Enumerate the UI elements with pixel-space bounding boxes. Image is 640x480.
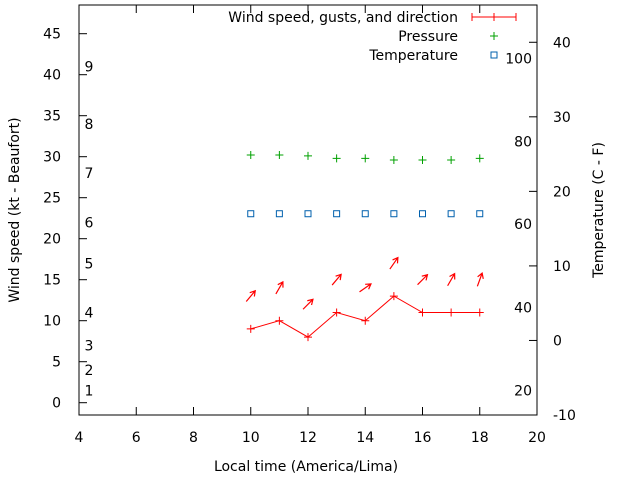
fahrenheit-label: 20	[514, 383, 532, 399]
legend-sample-temperature	[490, 51, 498, 59]
pressure-point	[447, 155, 456, 164]
beaufort-label: 8	[85, 117, 94, 133]
legend-sample-pressure	[490, 32, 498, 40]
temperature-point	[247, 210, 255, 218]
axis-ticks-group	[78, 5, 538, 416]
y-tick-label: 20	[43, 232, 61, 248]
y-tick-label: 30	[43, 150, 61, 166]
wind-speed-line	[250, 295, 480, 338]
y-axis-title: Wind speed (kt - Beaufort)	[7, 117, 23, 302]
wind-direction-arrow	[447, 272, 456, 287]
wind-speed-point	[389, 292, 398, 301]
plot-border	[78, 4, 538, 416]
chart-frame-group	[78, 4, 538, 416]
wind-speed-point	[332, 308, 341, 317]
wind-speed-point	[246, 324, 255, 333]
wind-speed-point	[447, 308, 456, 317]
temperature-point	[476, 210, 484, 218]
fahrenheit-label: 100	[505, 52, 532, 68]
wind-direction-arrow	[331, 273, 342, 286]
beaufort-label: 6	[85, 215, 94, 231]
temperature-point	[275, 210, 283, 218]
fahrenheit-label: 80	[514, 134, 532, 150]
pressure-point	[389, 155, 398, 164]
y-tick-label: 25	[43, 191, 61, 207]
y2-tick-label: 30	[553, 110, 571, 126]
y2-tick-label: 40	[553, 35, 571, 51]
x-tick-label: 16	[414, 430, 432, 446]
y-tick-label: 5	[52, 355, 61, 371]
beaufort-label: 3	[85, 338, 94, 354]
x-axis-title: Local time (America/Lima)	[214, 459, 398, 475]
legend-label-wind: Wind speed, gusts, and direction	[228, 10, 458, 26]
wind-speed-point	[361, 316, 370, 325]
x-tick-label: 12	[299, 430, 317, 446]
y-tick-label: 45	[43, 27, 61, 43]
pressure-point	[361, 154, 370, 163]
wind-speed-point	[304, 333, 312, 342]
x-tick-label: 20	[528, 430, 546, 446]
y-tick-label: 35	[43, 109, 61, 125]
fahrenheit-label: 40	[514, 301, 532, 317]
temperature-point	[419, 210, 426, 218]
y-tick-label: 40	[43, 68, 61, 84]
pressure-point	[275, 151, 284, 160]
series-group	[245, 151, 484, 342]
axis-labels-group: 4 6 8 10 12 14 16 18 20051015202530354045-100102…	[43, 27, 576, 446]
beaufort-label: 5	[85, 256, 94, 272]
y-tick-label: 0	[52, 396, 61, 412]
fahrenheit-label: 60	[514, 217, 532, 233]
legend: Wind speed, gusts, and direction Pressur…	[228, 10, 517, 64]
pressure-point	[475, 154, 484, 163]
wind-direction-arrow	[476, 272, 484, 287]
y2-axis-title: Temperature (C - F)	[591, 142, 607, 279]
beaufort-label: 4	[85, 306, 94, 322]
pressure-point	[418, 155, 427, 164]
wind-direction-arrow	[302, 298, 314, 310]
wind-direction-arrow	[389, 256, 399, 270]
legend-sample-wind	[471, 13, 517, 21]
wind-direction-arrow	[245, 289, 256, 302]
legend-label-pressure: Pressure	[398, 29, 458, 45]
wind-speed-point	[418, 308, 427, 317]
x-tick-label: 18	[471, 430, 489, 446]
x-tick-label: 4	[75, 430, 84, 446]
temperature-point	[390, 210, 398, 218]
pressure-point	[246, 151, 255, 160]
y2-tick-label: 10	[553, 259, 571, 275]
temperature-point	[361, 210, 369, 218]
beaufort-label: 2	[85, 363, 94, 379]
y2-tick-label: 0	[553, 333, 562, 349]
y-tick-label: 10	[43, 314, 61, 330]
beaufort-label: 1	[85, 383, 94, 399]
y2-tick-label: -10	[553, 408, 576, 424]
wind-speed-point	[275, 316, 284, 325]
y2-tick-label: 20	[553, 184, 571, 200]
x-tick-label: 6	[132, 430, 141, 446]
pressure-point	[332, 154, 341, 163]
x-tick-label: 14	[356, 430, 374, 446]
x-tick-label: 8	[189, 430, 198, 446]
y-tick-label: 15	[43, 273, 61, 289]
legend-label-temperature: Temperature	[368, 48, 458, 64]
wind-direction-arrow	[359, 283, 372, 293]
temperature-point	[447, 210, 455, 218]
wind-speed-point	[475, 308, 484, 317]
beaufort-label: 9	[85, 60, 94, 76]
x-tick-label: 10	[242, 430, 260, 446]
wind-direction-arrow	[275, 280, 284, 295]
pressure-point	[304, 151, 312, 160]
beaufort-label: 7	[85, 166, 94, 182]
wind-direction-arrow	[417, 273, 429, 286]
temperature-point	[304, 210, 312, 218]
temperature-point	[333, 210, 341, 218]
